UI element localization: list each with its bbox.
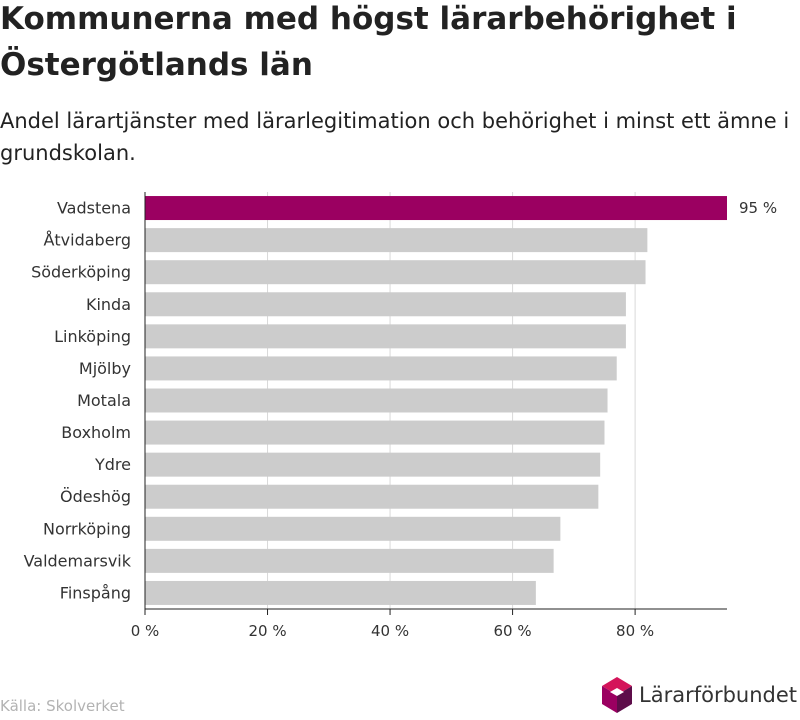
bar xyxy=(145,292,626,317)
bar xyxy=(145,388,608,413)
x-tick-label: 20 % xyxy=(248,622,286,640)
lararforbundet-logo: Lärarförbundet xyxy=(601,677,797,713)
bar xyxy=(145,260,646,285)
chart-subtitle: Andel lärartjänster med lärarlegitimatio… xyxy=(0,109,790,165)
bar xyxy=(145,196,727,221)
source-note: Källa: Skolverket xyxy=(0,697,125,715)
x-tick-label: 0 % xyxy=(131,622,160,640)
category-label: Ödeshög xyxy=(60,487,131,506)
category-label: Söderköping xyxy=(31,263,131,282)
category-label: Motala xyxy=(77,391,131,410)
x-tick-label: 60 % xyxy=(494,622,532,640)
bar-chart: Vadstena Åtvidaberg Söderköping Kinda Linköp… xyxy=(24,192,777,640)
bar xyxy=(145,228,648,253)
bar xyxy=(145,516,561,541)
category-label: Valdemarsvik xyxy=(24,551,132,570)
hexagon-logo-icon xyxy=(602,677,632,713)
bar xyxy=(145,324,626,349)
category-label: Kinda xyxy=(86,295,131,314)
category-label: Norrköping xyxy=(43,519,131,538)
bar xyxy=(145,484,599,509)
category-label: Boxholm xyxy=(61,423,131,442)
x-tick-label: 80 % xyxy=(616,622,654,640)
bar xyxy=(145,420,605,445)
bar xyxy=(145,452,601,477)
category-label: Linköping xyxy=(54,327,131,346)
category-label: Mjölby xyxy=(79,359,131,378)
bar xyxy=(145,356,617,381)
category-label: Vadstena xyxy=(57,199,131,218)
category-label: Åtvidaberg xyxy=(43,231,131,250)
chart-title: Kommunerna med högst lärarbehörighet i Ö… xyxy=(0,1,737,83)
bar xyxy=(145,548,554,573)
category-label: Finspång xyxy=(60,583,131,602)
bar xyxy=(145,580,536,605)
data-label: 95 % xyxy=(739,199,777,217)
category-label: Ydre xyxy=(94,455,131,474)
logo-text: Lärarförbundet xyxy=(639,683,798,707)
x-tick-label: 40 % xyxy=(371,622,409,640)
